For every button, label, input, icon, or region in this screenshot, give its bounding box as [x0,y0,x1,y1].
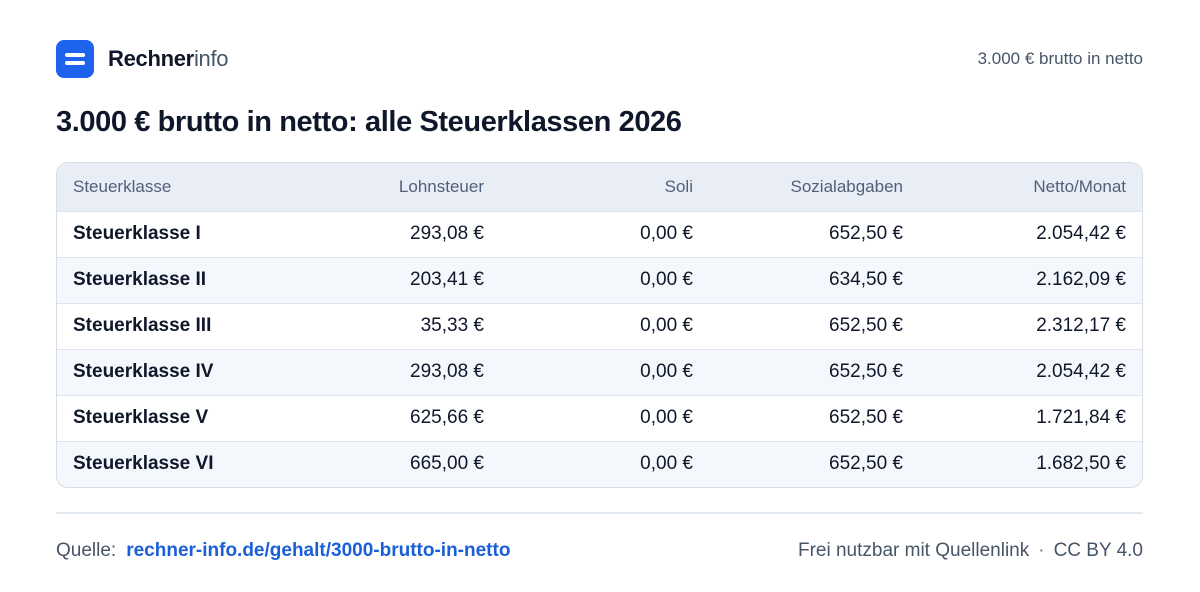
license-text: Frei nutzbar mit Quellenlink [797,540,1030,561]
cell-sozialabgaben: 634,50 € [829,269,903,290]
cell-steuerklasse: Steuerklasse V [73,407,209,428]
source-label: Quelle: [56,540,117,561]
brand-name-bold: Rechner [108,46,194,71]
header: Rechnerinfo 3.000 € brutto in netto [56,40,1143,78]
cell-soli: 0,00 € [640,223,693,244]
cell-steuerklasse: Steuerklasse IV [73,361,214,382]
table-row: Steuerklasse VI 665,00 € 0,00 € 652,50 €… [57,441,1142,487]
column-header-sozialabgaben: Sozialabgaben [790,176,903,196]
table-row: Steuerklasse III 35,33 € 0,00 € 652,50 €… [57,303,1142,349]
cell-lohnsteuer: 293,08 € [410,361,484,382]
footer: Quelle: rechner-info.de/gehalt/3000-brut… [56,538,1143,564]
cell-soli: 0,00 € [640,315,693,336]
cell-soli: 0,00 € [640,361,693,382]
cell-steuerklasse: Steuerklasse II [73,269,207,290]
cell-lohnsteuer: 293,08 € [410,223,484,244]
table-header-row: Steuerklasse Lohnsteuer Soli Sozialabgab… [57,163,1142,211]
license-name: CC BY 4.0 [1053,540,1143,561]
table-row: Steuerklasse V 625,66 € 0,00 € 652,50 € … [57,395,1142,441]
brand-logo-link[interactable]: Rechnerinfo [56,40,229,78]
source-attribution: Quelle: rechner-info.de/gehalt/3000-brut… [56,540,510,562]
rechnerinfo-logo-icon [56,40,94,78]
header-subtitle: 3.000 € brutto in netto [977,49,1143,68]
cell-lohnsteuer: 35,33 € [420,315,484,336]
cell-netto-monat: 2.312,17 € [1036,315,1126,336]
brand-name-light: info [193,46,229,71]
cell-sozialabgaben: 652,50 € [829,361,903,382]
page-title: 3.000 € brutto in netto: alle Steuerklas… [56,106,682,138]
cell-steuerklasse: Steuerklasse VI [73,453,214,475]
cell-lohnsteuer: 203,41 € [410,269,484,290]
cell-sozialabgaben: 652,50 € [829,453,903,475]
table-row: Steuerklasse II 203,41 € 0,00 € 634,50 €… [57,257,1142,303]
column-header-soli: Soli [664,176,693,196]
cell-soli: 0,00 € [640,453,693,475]
source-link[interactable]: rechner-info.de/gehalt/3000-brutto-in-ne… [126,540,511,561]
cell-netto-monat: 1.721,84 € [1036,407,1126,428]
cell-sozialabgaben: 652,50 € [829,407,903,428]
column-header-netto-monat: Netto/Monat [1033,176,1126,196]
table-row: Steuerklasse I 293,08 € 0,00 € 652,50 € … [57,211,1142,257]
cell-sozialabgaben: 652,50 € [829,315,903,336]
footer-divider [56,512,1143,514]
cell-soli: 0,00 € [640,407,693,428]
table-row: Steuerklasse IV 293,08 € 0,00 € 652,50 €… [57,349,1142,395]
cell-netto-monat: 2.162,09 € [1036,269,1126,290]
cell-lohnsteuer: 665,00 € [410,453,484,475]
tax-class-table: Steuerklasse Lohnsteuer Soli Sozialabgab… [56,162,1143,488]
license-info: Frei nutzbar mit Quellenlink · CC BY 4.0 [798,540,1143,562]
cell-sozialabgaben: 652,50 € [829,223,903,244]
brand-name: Rechnerinfo [108,46,229,71]
license-separator: · [1038,540,1045,561]
cell-netto-monat: 2.054,42 € [1036,223,1126,244]
cell-steuerklasse: Steuerklasse I [73,223,201,244]
cell-soli: 0,00 € [640,269,693,290]
cell-lohnsteuer: 625,66 € [410,407,484,428]
cell-netto-monat: 2.054,42 € [1036,361,1126,382]
column-header-lohnsteuer: Lohnsteuer [398,176,484,196]
cell-steuerklasse: Steuerklasse III [73,315,212,336]
cell-netto-monat: 1.682,50 € [1036,453,1126,475]
column-header-steuerklasse: Steuerklasse [73,176,172,196]
